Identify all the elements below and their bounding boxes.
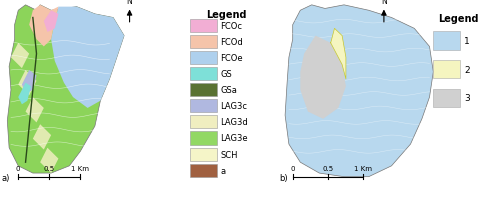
- Text: 1 Km: 1 Km: [354, 165, 372, 171]
- Text: LAG3d: LAG3d: [220, 118, 248, 127]
- Polygon shape: [22, 71, 36, 94]
- Text: N: N: [381, 0, 387, 6]
- Polygon shape: [18, 83, 31, 105]
- Polygon shape: [8, 6, 124, 173]
- Polygon shape: [33, 125, 51, 150]
- Bar: [190, 68, 216, 81]
- Bar: [190, 36, 216, 49]
- Bar: [190, 132, 216, 145]
- Polygon shape: [26, 98, 44, 123]
- Text: N: N: [126, 0, 132, 6]
- Bar: [190, 148, 216, 161]
- Text: a): a): [2, 173, 10, 182]
- Bar: [190, 84, 216, 97]
- Polygon shape: [44, 11, 59, 33]
- Polygon shape: [51, 8, 124, 108]
- Text: Legend: Legend: [206, 10, 247, 20]
- Bar: [433, 32, 460, 50]
- Polygon shape: [29, 6, 58, 47]
- Polygon shape: [18, 71, 36, 96]
- Text: 0: 0: [16, 165, 20, 171]
- Polygon shape: [11, 44, 29, 69]
- Text: GS: GS: [220, 70, 232, 79]
- Text: GSa: GSa: [220, 86, 238, 95]
- Bar: [190, 164, 216, 177]
- Bar: [433, 61, 460, 79]
- Text: 0: 0: [290, 165, 295, 171]
- Polygon shape: [330, 29, 346, 80]
- Text: 0.5: 0.5: [44, 165, 55, 171]
- Bar: [433, 89, 460, 108]
- Bar: [190, 20, 216, 33]
- Bar: [190, 52, 216, 65]
- Text: Legend: Legend: [438, 14, 478, 24]
- Text: FCOe: FCOe: [220, 54, 243, 63]
- Text: 1 Km: 1 Km: [72, 165, 90, 171]
- Text: b): b): [280, 173, 288, 182]
- Polygon shape: [300, 36, 346, 119]
- Text: LAG3c: LAG3c: [220, 102, 248, 111]
- Bar: [190, 100, 216, 113]
- Text: LAG3e: LAG3e: [220, 134, 248, 143]
- Text: 3: 3: [464, 94, 469, 103]
- Text: 2: 2: [464, 65, 469, 74]
- Text: FCOd: FCOd: [220, 38, 243, 47]
- Polygon shape: [40, 148, 58, 173]
- Text: 0.5: 0.5: [322, 165, 334, 171]
- Bar: [190, 116, 216, 129]
- Text: FCOc: FCOc: [220, 22, 242, 31]
- Text: SCH: SCH: [220, 150, 238, 159]
- Text: 1: 1: [464, 37, 469, 46]
- Polygon shape: [285, 6, 434, 177]
- Text: a: a: [220, 166, 226, 175]
